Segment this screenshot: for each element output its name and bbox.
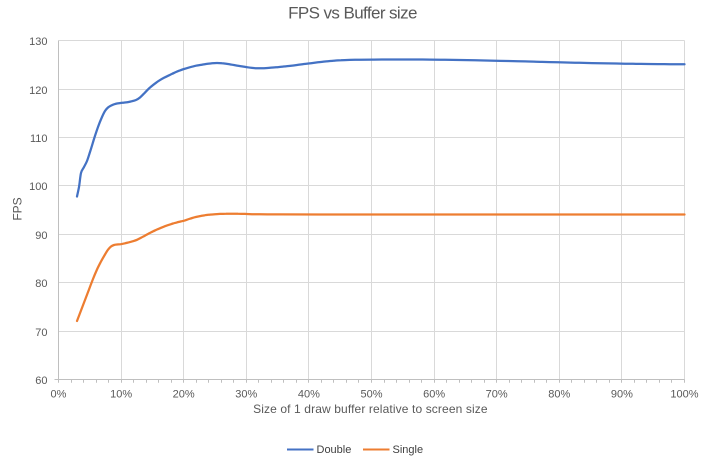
svg-text:30%: 30% <box>235 389 257 401</box>
svg-text:90%: 90% <box>611 389 633 401</box>
svg-text:110: 110 <box>30 133 48 145</box>
svg-text:80: 80 <box>35 278 47 290</box>
svg-text:80%: 80% <box>548 389 570 401</box>
svg-text:90: 90 <box>35 230 47 242</box>
svg-text:20%: 20% <box>173 389 195 401</box>
svg-text:60: 60 <box>35 375 47 387</box>
svg-text:100: 100 <box>29 181 47 193</box>
svg-text:130: 130 <box>29 36 47 48</box>
svg-text:0%: 0% <box>51 389 67 401</box>
svg-text:FPS vs Buffer size: FPS vs Buffer size <box>288 4 417 23</box>
svg-text:Double: Double <box>317 444 352 456</box>
svg-text:50%: 50% <box>360 389 382 401</box>
svg-text:FPS: FPS <box>10 197 24 220</box>
svg-text:Size of 1 draw buffer relative: Size of 1 draw buffer relative to screen… <box>253 402 488 416</box>
svg-text:120: 120 <box>29 85 47 97</box>
svg-text:60%: 60% <box>423 389 445 401</box>
svg-text:100%: 100% <box>670 389 698 401</box>
svg-text:70%: 70% <box>486 389 508 401</box>
svg-text:Single: Single <box>393 444 424 456</box>
svg-text:10%: 10% <box>110 389 132 401</box>
svg-text:70: 70 <box>35 327 47 339</box>
svg-text:40%: 40% <box>298 389 320 401</box>
